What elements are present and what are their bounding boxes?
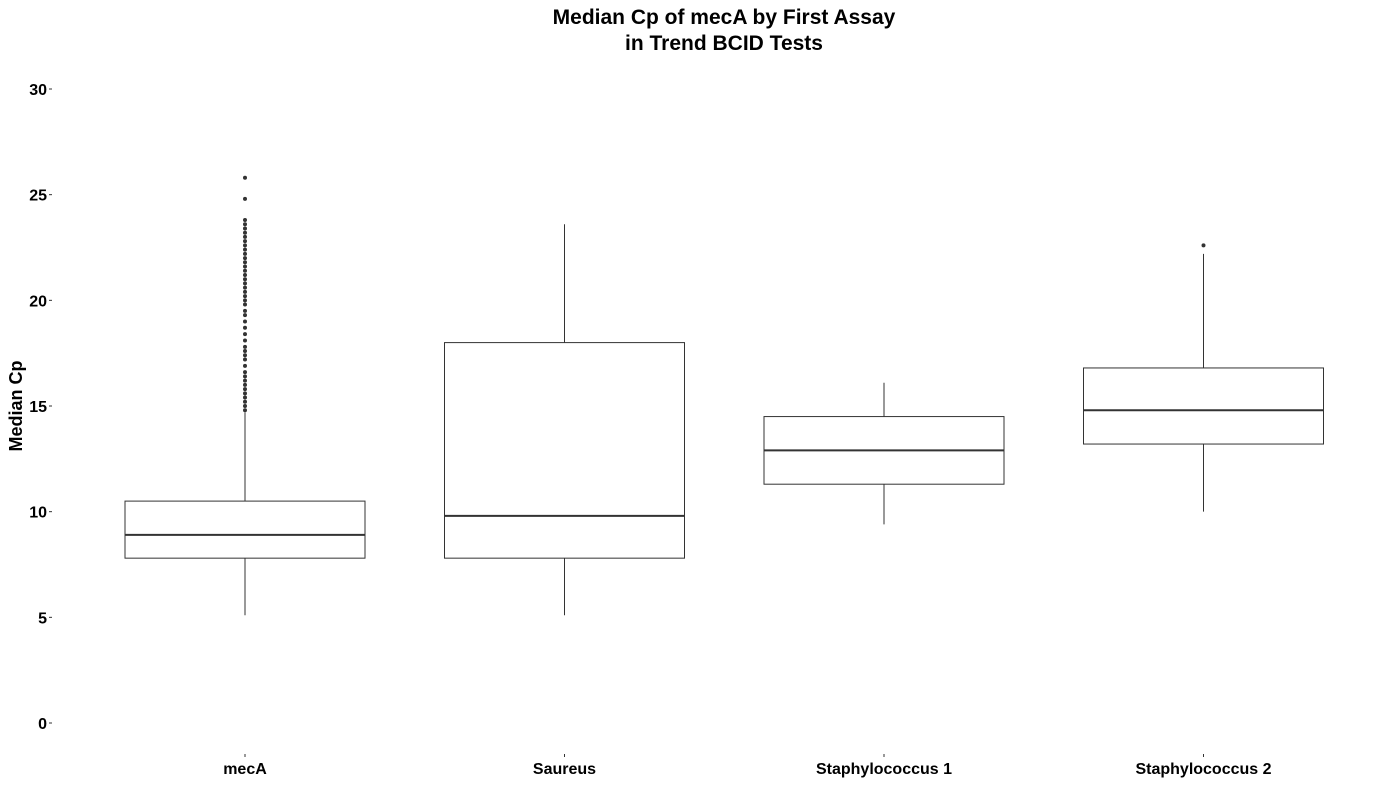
outlier-point — [243, 387, 247, 392]
outlier-point — [243, 256, 247, 261]
x-tick-label: Saureus — [533, 761, 596, 778]
outlier-point — [243, 218, 247, 223]
outlier-point — [243, 357, 247, 362]
outlier-point — [243, 239, 247, 244]
y-axis: 0 5 10 15 20 25 30 — [29, 82, 52, 733]
y-tick-label: 5 — [38, 610, 47, 627]
outlier-point — [243, 349, 247, 354]
x-tick-label: mecA — [223, 761, 267, 778]
y-tick-label: 25 — [29, 188, 47, 205]
outlier-point — [243, 308, 247, 313]
outlier-point — [243, 313, 247, 318]
y-tick-label: 20 — [29, 293, 47, 310]
outlier-point — [243, 294, 247, 299]
outlier-point — [243, 247, 247, 252]
outlier-point — [243, 395, 247, 400]
outlier-point — [243, 344, 247, 349]
outlier-point — [243, 302, 247, 307]
x-axis: mecA Saureus Staphylococcus 1 Staphylococcu… — [223, 754, 1272, 778]
outlier-point — [243, 175, 247, 180]
outlier-point — [243, 353, 247, 358]
outlier-point — [243, 243, 247, 248]
box-staphylococcus-2 — [1083, 243, 1324, 512]
outlier-point — [243, 382, 247, 387]
box-iqr — [124, 500, 366, 559]
chart-title-line-1: Median Cp of mecA by First Assay — [553, 6, 896, 29]
box-iqr — [444, 342, 685, 559]
chart-title-line-2: in Trend BCID Tests — [625, 32, 823, 55]
chart-title: Median Cp of mecA by First Assay in Tren… — [553, 6, 896, 55]
x-tick-label: Staphylococcus 2 — [1135, 761, 1271, 778]
plot-area — [124, 175, 1324, 616]
outlier-point — [243, 222, 247, 227]
outlier-point — [243, 298, 247, 303]
outlier-point — [243, 325, 247, 330]
outlier-point — [243, 374, 247, 379]
outlier-point — [243, 399, 247, 404]
y-tick-label: 15 — [29, 399, 47, 416]
outlier-point — [243, 289, 247, 294]
outlier-point — [243, 230, 247, 235]
outlier-point — [243, 370, 247, 375]
y-tick-label: 0 — [38, 716, 47, 733]
outlier-point — [243, 264, 247, 269]
outlier-point — [243, 277, 247, 282]
outlier-point — [243, 391, 247, 396]
outlier-point — [243, 234, 247, 239]
y-tick-label: 30 — [29, 82, 47, 99]
box-staphylococcus-1 — [763, 382, 1005, 525]
outlier-point — [243, 319, 247, 324]
outlier-point — [243, 260, 247, 265]
y-axis-title: Median Cp — [6, 360, 26, 451]
outlier-point — [243, 196, 247, 201]
x-tick-label: Staphylococcus 1 — [816, 761, 952, 778]
outlier-point — [1201, 243, 1206, 248]
outlier-point — [243, 272, 247, 277]
outlier-point — [243, 268, 247, 273]
box-saureus — [444, 224, 685, 616]
outlier-point — [243, 378, 247, 383]
outlier-point — [243, 408, 247, 413]
outlier-point — [243, 285, 247, 290]
outlier-point — [243, 363, 247, 368]
outlier-point — [243, 338, 247, 343]
outlier-point — [243, 281, 247, 286]
outlier-point — [243, 226, 247, 231]
outlier-point — [243, 251, 247, 256]
box-iqr — [1083, 367, 1324, 445]
outlier-point — [243, 404, 247, 408]
y-tick-label: 10 — [29, 505, 47, 522]
outlier-point — [243, 332, 247, 337]
box-meca — [124, 175, 366, 616]
